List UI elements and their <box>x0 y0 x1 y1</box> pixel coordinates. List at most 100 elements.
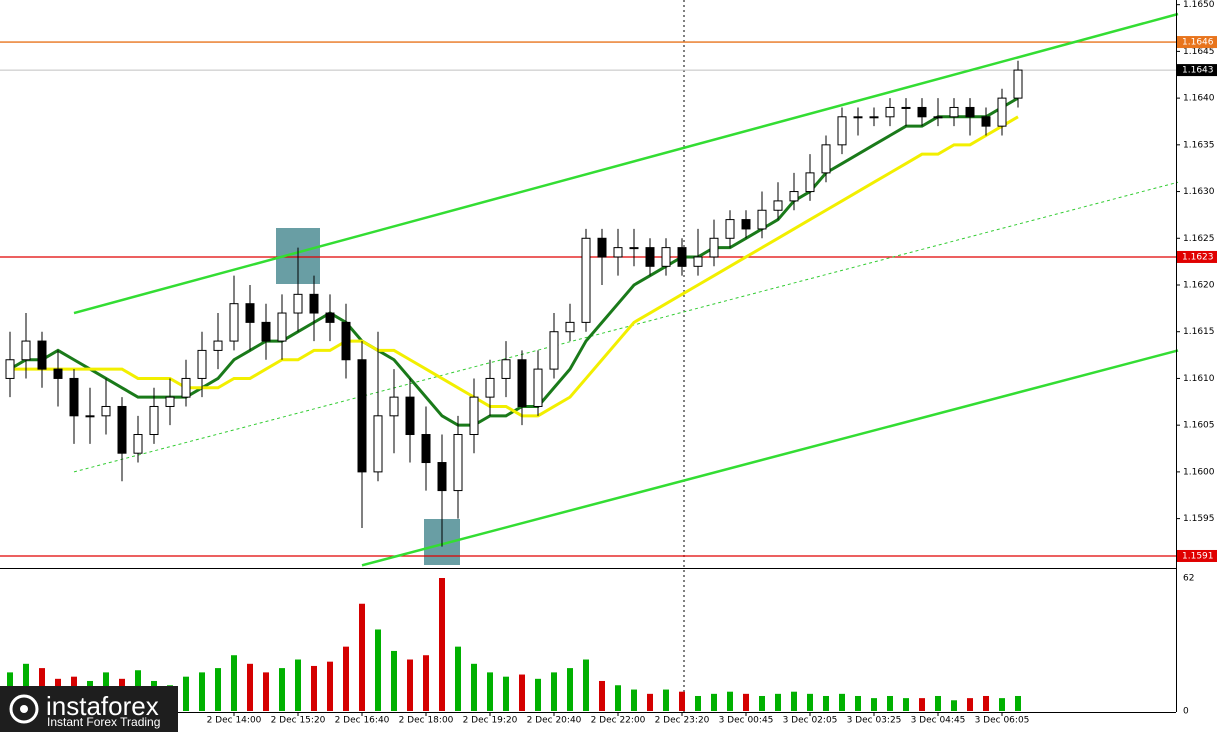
candle-body <box>613 247 623 258</box>
volume-bar <box>695 695 701 711</box>
volume-bar <box>231 655 237 711</box>
x-tick-label: 2 Dec 14:00 <box>207 716 262 726</box>
y-tick-label: 1.1600 <box>1183 467 1215 477</box>
candle-body <box>581 237 591 323</box>
volume-bar <box>791 691 797 711</box>
volume-bar <box>727 691 733 711</box>
volume-bar <box>935 695 941 711</box>
last-price-tag <box>1177 64 1217 77</box>
trend-line <box>73 181 1179 473</box>
volume-bar <box>215 668 221 711</box>
candle-body <box>229 303 239 342</box>
candle-body <box>5 359 15 379</box>
volume-bar <box>967 698 973 711</box>
volume-bar <box>551 672 557 711</box>
candle-body <box>101 405 111 417</box>
volume-tick-label: 62 <box>1183 574 1194 584</box>
y-tick-label: 1.1645 <box>1183 47 1215 57</box>
y-tick-label: 1.1610 <box>1183 374 1215 384</box>
candle-body <box>133 434 143 454</box>
volume-bar <box>919 698 925 711</box>
volume-bar <box>535 678 541 711</box>
volume-bar <box>663 689 669 711</box>
trend-line <box>361 349 1179 567</box>
candle-body <box>245 303 255 323</box>
candle-body <box>533 368 543 407</box>
candle-body <box>789 191 799 202</box>
volume-bar <box>599 680 605 711</box>
y-tick-label: 1.1630 <box>1183 187 1215 197</box>
candle-body <box>709 237 719 258</box>
volume-bar <box>999 698 1005 711</box>
volume-bar <box>823 695 829 711</box>
y-tick-label: 1.1640 <box>1183 94 1215 104</box>
volume-bar <box>711 693 717 711</box>
price-level-tag <box>1177 250 1217 263</box>
price-level-label: 1.1646 <box>1182 38 1214 48</box>
volume-bar <box>903 698 909 711</box>
volume-bar <box>199 672 205 711</box>
volume-bar <box>519 674 525 711</box>
candle-body <box>869 116 879 119</box>
x-tick-label: 3 Dec 00:45 <box>719 716 774 726</box>
candle-body <box>405 396 415 436</box>
y-tick-label: 1.1625 <box>1183 234 1215 244</box>
logo-icon <box>20 705 28 713</box>
y-tick-label: 1.1605 <box>1183 421 1215 431</box>
volume-bar <box>263 672 269 711</box>
candle-body <box>629 247 639 250</box>
candle-body <box>549 331 559 370</box>
volume-bar <box>327 661 333 711</box>
candle-body <box>837 116 847 146</box>
volume-bar <box>839 693 845 711</box>
volume-bar <box>983 695 989 711</box>
moving-average <box>10 115 1019 418</box>
logo-name: instaforex <box>46 691 159 721</box>
volume-bar <box>855 695 861 711</box>
y-tick-label: 1.1635 <box>1183 140 1215 150</box>
volume-bar <box>887 695 893 711</box>
candle-body <box>933 116 943 119</box>
y-tick-label: 1.1595 <box>1183 514 1215 524</box>
candle-body <box>885 106 895 118</box>
candle-body <box>213 340 223 351</box>
volume-bar <box>471 663 477 711</box>
candle-body <box>821 144 831 174</box>
trend-line <box>73 12 1179 315</box>
candle-body <box>277 312 287 342</box>
candle-body <box>485 377 495 398</box>
volume-tick-label: 0 <box>1183 707 1189 717</box>
candle-body <box>261 321 271 342</box>
candle-body <box>117 405 127 454</box>
volume-bar <box>951 700 957 711</box>
volume-bar <box>583 659 589 711</box>
candle-body <box>597 237 607 258</box>
candle-body <box>37 340 47 370</box>
candle-body <box>437 462 447 492</box>
logo-icon <box>9 694 39 724</box>
x-tick-label: 2 Dec 15:20 <box>271 716 326 726</box>
x-tick-label: 2 Dec 23:20 <box>655 716 710 726</box>
price-level-tag <box>1177 36 1217 49</box>
volume-bar <box>391 650 397 711</box>
x-tick-label: 3 Dec 02:05 <box>783 716 838 726</box>
candle-body <box>773 200 783 211</box>
candle-body <box>661 247 671 267</box>
volume-bar <box>567 668 573 711</box>
candle-body <box>373 415 383 473</box>
volume-bar <box>615 685 621 711</box>
volume-bar <box>311 665 317 711</box>
candle-body <box>197 349 207 379</box>
candle-body <box>725 219 735 239</box>
candle-body <box>469 396 479 436</box>
y-tick-label: 1.1615 <box>1183 327 1215 337</box>
candle-body <box>53 368 63 379</box>
volume-bar <box>343 646 349 711</box>
volume-bar <box>807 693 813 711</box>
candle-body <box>389 396 399 417</box>
x-tick-label: 2 Dec 19:20 <box>463 716 518 726</box>
candle-body <box>981 116 991 127</box>
candle-body <box>965 106 975 118</box>
